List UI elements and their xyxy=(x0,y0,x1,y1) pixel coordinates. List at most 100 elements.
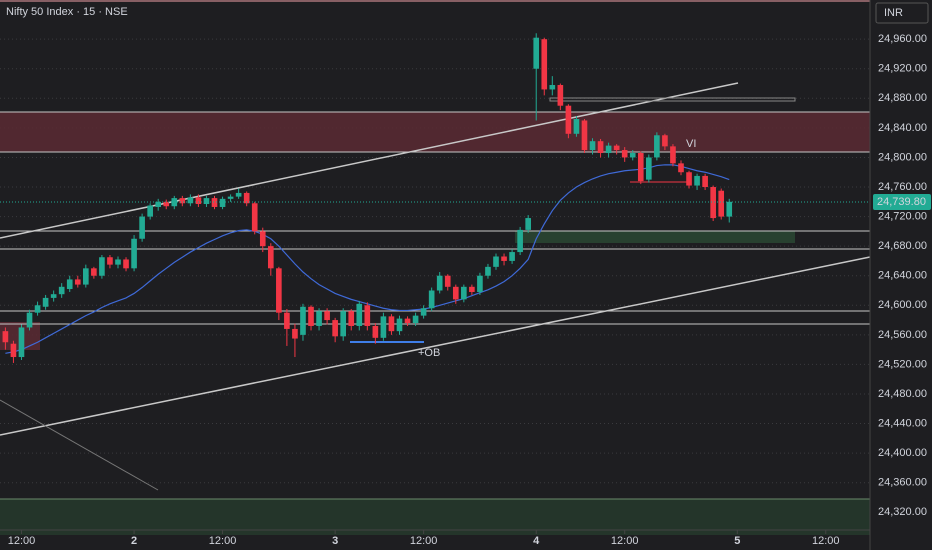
trend-line xyxy=(0,399,159,491)
candle-body xyxy=(686,172,692,186)
candle-body xyxy=(147,205,153,217)
y-tick-label: 24,840.00 xyxy=(878,122,927,134)
y-tick-label: 24,480.00 xyxy=(878,388,927,400)
y-tick-label: 24,920.00 xyxy=(878,63,927,75)
annotation: VI xyxy=(686,138,696,150)
y-axis-panel xyxy=(870,0,932,550)
candle-body xyxy=(251,203,258,232)
candle-body xyxy=(396,318,403,332)
candle-body xyxy=(300,306,306,335)
candle-body xyxy=(50,294,57,298)
candle-body xyxy=(557,85,564,106)
currency: INR xyxy=(884,7,903,19)
candle-body xyxy=(219,198,226,207)
candle-body xyxy=(91,268,97,276)
plot: +OB VI xyxy=(0,33,870,363)
candle-body xyxy=(203,198,210,205)
candle-body xyxy=(412,315,419,324)
candle-body xyxy=(517,229,523,253)
candle-body xyxy=(155,201,162,207)
candle-body xyxy=(26,312,33,328)
candle-body xyxy=(292,328,298,339)
candle-body xyxy=(613,145,620,151)
candle-body xyxy=(404,318,411,324)
candle-body xyxy=(637,153,644,182)
y-tick-label: 24,880.00 xyxy=(878,92,927,104)
y-tick-label: 24,360.00 xyxy=(878,477,927,489)
x-tick-label: 4 xyxy=(533,535,540,547)
candle-body xyxy=(629,153,636,158)
candle-body xyxy=(549,85,556,90)
candle-body xyxy=(605,145,612,154)
y-tick-label: 24,440.00 xyxy=(878,417,927,429)
x-tick-label: 12:00 xyxy=(611,535,639,547)
y-tick-label: 24,560.00 xyxy=(878,329,927,341)
y-tick-label: 24,400.00 xyxy=(878,447,927,459)
candle-body xyxy=(452,286,459,300)
candle-body xyxy=(74,279,81,285)
candle-body xyxy=(267,246,274,269)
currency-box xyxy=(875,2,929,24)
y-tick-label: 24,640.00 xyxy=(878,270,927,282)
trend-line xyxy=(0,82,739,239)
candle-body xyxy=(356,303,363,326)
candle-body xyxy=(276,268,282,313)
candle-body xyxy=(589,141,596,151)
annotation: +OB xyxy=(418,347,440,359)
candle-body xyxy=(646,157,652,180)
candle-body xyxy=(324,311,330,321)
y-tick-label: 24,520.00 xyxy=(878,358,927,370)
candle-body xyxy=(388,316,395,332)
candle-body xyxy=(316,311,322,326)
candle-body xyxy=(18,327,25,358)
demand-zone xyxy=(515,231,795,243)
axes: 24,320.00 24,360.00 24,400.00 24,440.00 24,4… xyxy=(8,33,931,547)
candle-body xyxy=(380,316,387,338)
candle-body xyxy=(83,268,89,285)
candle-body xyxy=(115,259,121,265)
candle-body xyxy=(179,198,186,204)
candle-body xyxy=(694,175,700,186)
fvg-box xyxy=(549,97,796,102)
last-price-box xyxy=(873,193,931,210)
candle-body xyxy=(509,252,515,261)
candle-body xyxy=(348,311,355,326)
candle-body xyxy=(42,297,49,307)
candle-body xyxy=(227,196,234,199)
x-tick-label: 5 xyxy=(734,535,740,547)
candle-body xyxy=(131,238,137,269)
candle-body xyxy=(485,266,491,276)
trend-line xyxy=(0,256,871,436)
candle-body xyxy=(573,119,580,134)
candle-body xyxy=(259,231,266,247)
candle-body xyxy=(58,286,65,295)
candle-body xyxy=(340,311,347,337)
candle-body xyxy=(372,325,379,338)
candle-body xyxy=(235,192,242,197)
candle-body xyxy=(444,275,451,287)
candle-body xyxy=(654,135,660,158)
candle-body xyxy=(139,216,145,239)
y-tick-label: 24,960.00 xyxy=(878,33,927,45)
candle-body xyxy=(107,257,113,265)
levels xyxy=(0,111,870,500)
candle-body xyxy=(420,308,427,316)
x-tick-label: 12:00 xyxy=(410,535,438,547)
candle-body xyxy=(195,197,202,205)
candle-body xyxy=(187,197,194,204)
candle-body xyxy=(99,257,105,276)
candle-body xyxy=(477,275,483,292)
candle-body xyxy=(332,320,338,337)
y-tick-label: 24,680.00 xyxy=(878,240,927,252)
candle-body xyxy=(533,37,540,69)
y-tick-label: 24,720.00 xyxy=(878,210,927,222)
candle-body xyxy=(436,275,443,291)
candle-body xyxy=(541,39,548,90)
candle-body xyxy=(726,201,733,217)
candle-body xyxy=(308,306,314,326)
candle-body xyxy=(678,163,684,173)
x-tick-label: 12:00 xyxy=(812,535,840,547)
candle-body xyxy=(581,120,588,151)
